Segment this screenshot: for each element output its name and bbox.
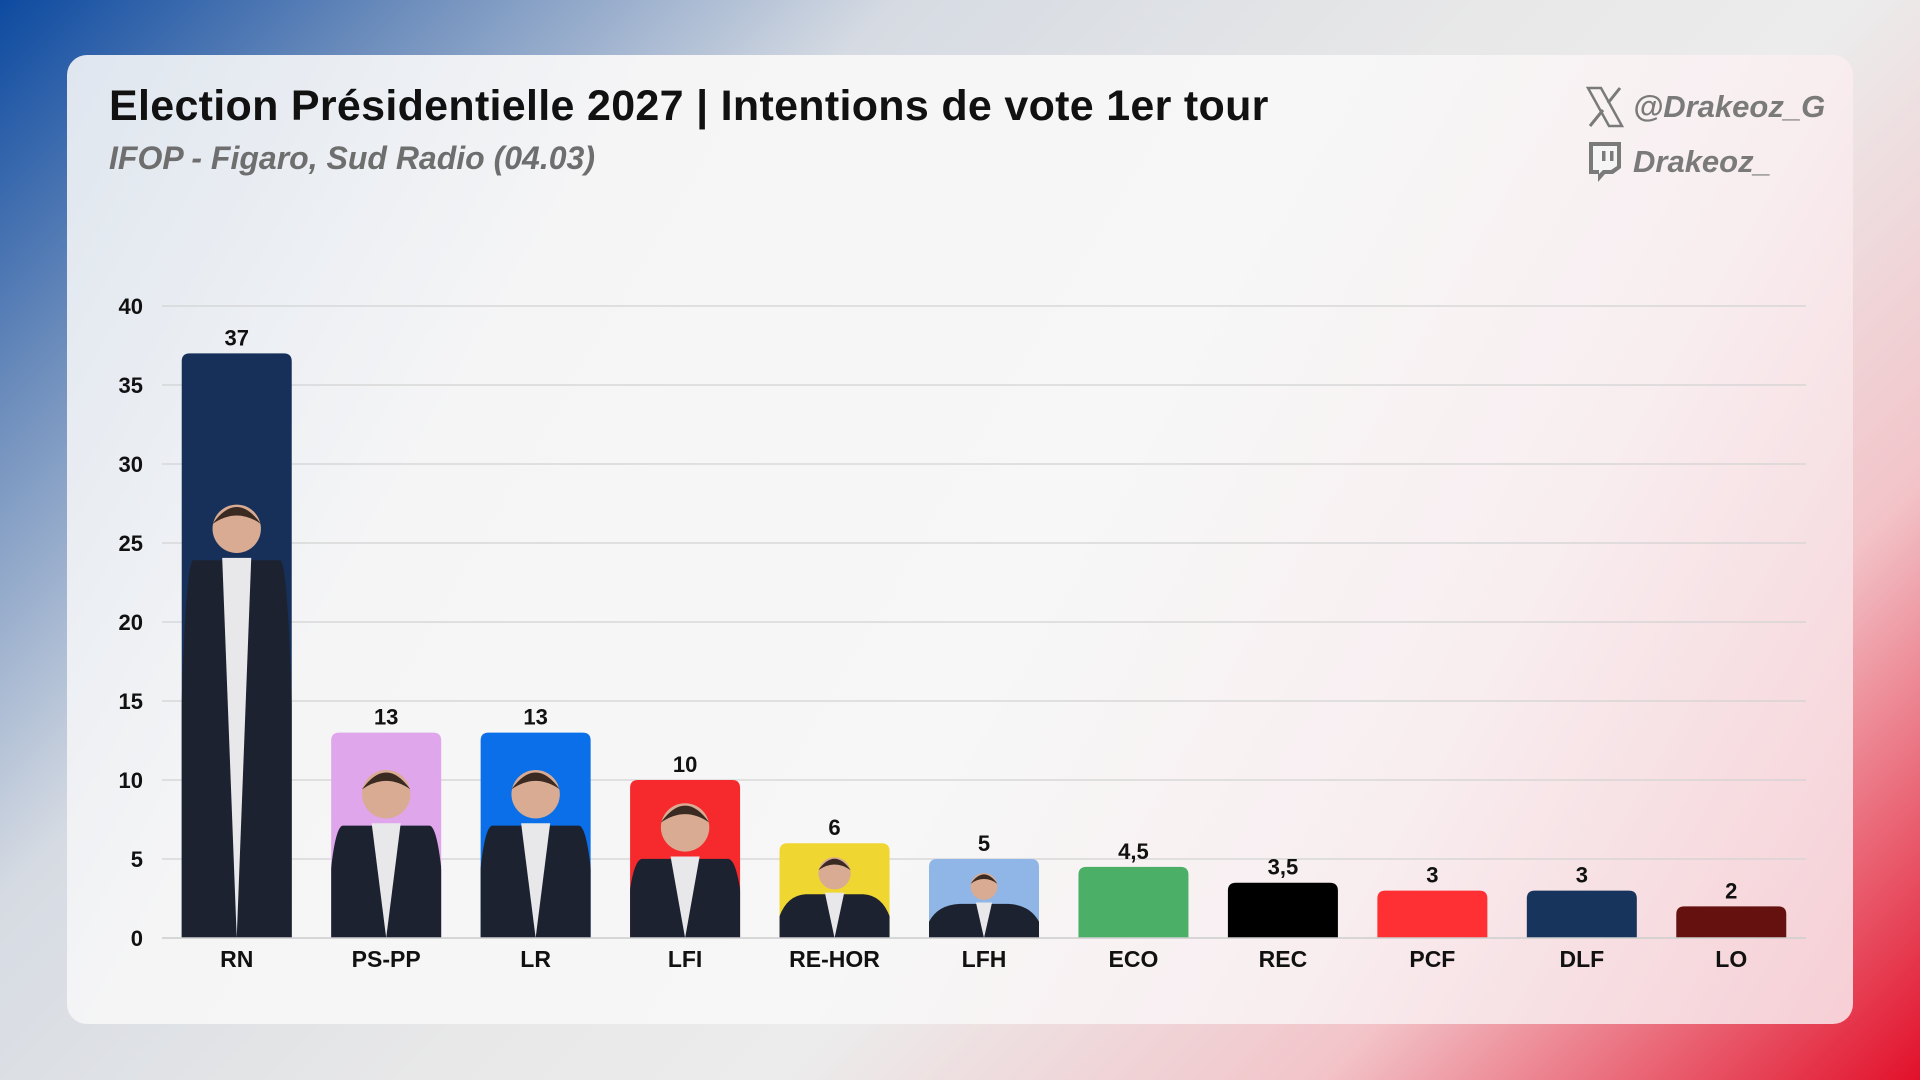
bar-pcf xyxy=(1377,890,1488,938)
twitch-handle: Drakeoz_ xyxy=(1633,144,1771,179)
bar-eco xyxy=(1078,866,1189,938)
x-handle: @Drakeoz_G xyxy=(1633,89,1826,124)
y-tick-label: 25 xyxy=(119,531,143,556)
bar-dlf xyxy=(1526,890,1637,938)
x-category-label: PCF xyxy=(1409,946,1455,972)
y-tick-label: 0 xyxy=(131,926,143,951)
chart-subtitle: IFOP - Figaro, Sud Radio (04.03) xyxy=(109,140,595,176)
twitch-handle-row: Drakeoz_ xyxy=(1585,140,1771,184)
chart-title: Election Présidentielle 2027 | Intention… xyxy=(109,82,1269,130)
x-category-label: PS-PP xyxy=(352,946,421,972)
x-category-label: LFI xyxy=(668,946,703,972)
value-label: 10 xyxy=(673,752,697,777)
candidate-photo xyxy=(929,873,1039,938)
candidate-photo xyxy=(630,803,741,938)
twitch-logo-icon xyxy=(1589,142,1621,182)
bar-lo xyxy=(1676,906,1787,938)
x-category-label: RN xyxy=(220,946,253,972)
candidate-photo xyxy=(480,770,591,938)
y-tick-label: 10 xyxy=(119,768,143,793)
y-tick-label: 30 xyxy=(119,452,143,477)
value-label: 37 xyxy=(224,325,248,350)
y-tick-label: 5 xyxy=(131,847,143,872)
value-label: 13 xyxy=(523,705,547,730)
value-label: 4,5 xyxy=(1118,839,1149,864)
value-label: 5 xyxy=(978,831,990,856)
x-category-label: ECO xyxy=(1109,946,1159,972)
value-label: 3,5 xyxy=(1268,855,1299,880)
y-tick-label: 35 xyxy=(119,373,143,398)
value-label: 13 xyxy=(374,705,398,730)
x-handle-row: @Drakeoz_G xyxy=(1585,86,1825,128)
x-category-label: REC xyxy=(1259,946,1308,972)
bar-rec xyxy=(1227,882,1338,938)
x-category-label: LO xyxy=(1715,946,1747,972)
value-label: 6 xyxy=(828,815,840,840)
y-tick-label: 20 xyxy=(119,610,143,635)
value-label: 3 xyxy=(1576,863,1588,888)
x-logo-icon xyxy=(1585,86,1625,128)
x-category-label: LFH xyxy=(962,946,1007,972)
candidate-photo xyxy=(331,770,442,938)
x-category-label: LR xyxy=(520,946,551,972)
x-category-label: RE-HOR xyxy=(789,946,880,972)
y-tick-label: 15 xyxy=(119,689,143,714)
x-category-label: DLF xyxy=(1559,946,1604,972)
y-tick-label: 40 xyxy=(119,294,143,319)
candidate-photo xyxy=(181,504,292,938)
value-label: 2 xyxy=(1725,878,1737,903)
candidate-photo xyxy=(779,857,890,938)
value-label: 3 xyxy=(1426,863,1438,888)
